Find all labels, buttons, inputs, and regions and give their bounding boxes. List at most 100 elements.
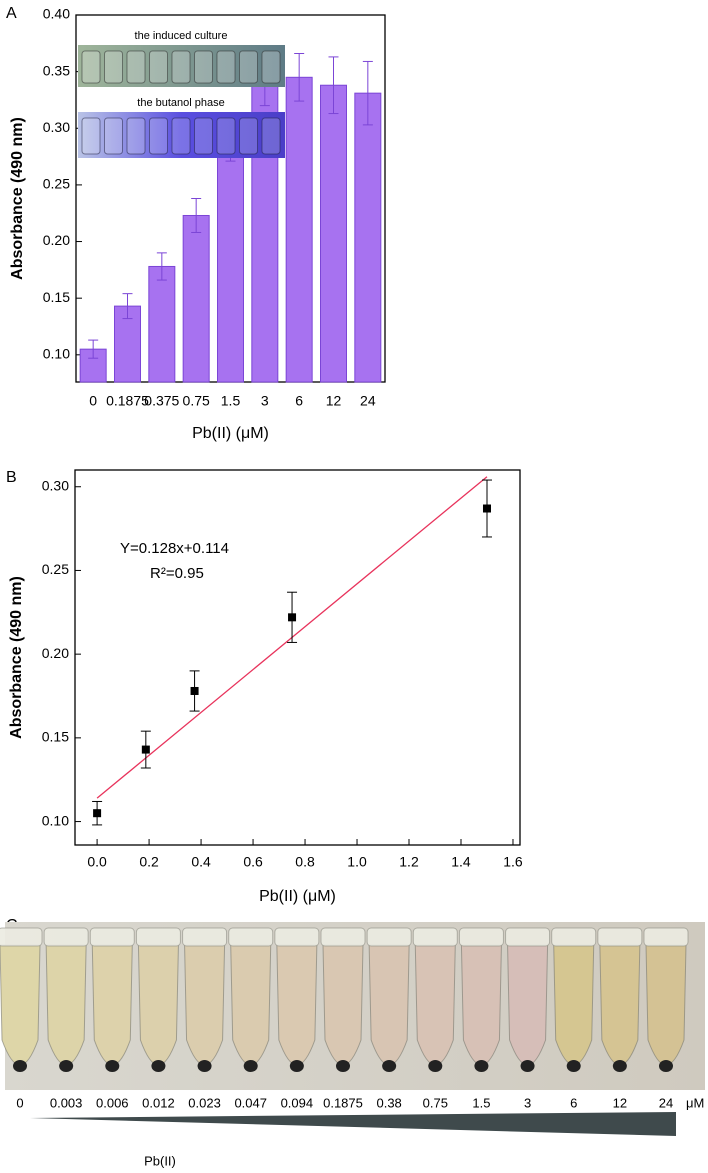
concentration-label: 0.047 <box>234 1095 267 1110</box>
inset-label: the induced culture <box>135 30 228 42</box>
vial <box>216 50 236 84</box>
concentration-label: 0.006 <box>96 1095 129 1110</box>
x-tick-label: 0.0 <box>87 854 107 870</box>
vial <box>171 117 191 155</box>
vial <box>104 50 123 84</box>
bar <box>182 214 210 383</box>
y-tick-label: 0.30 <box>43 119 70 135</box>
annotation: Y=0.128x+0.114 <box>120 540 229 557</box>
x-tick-label: 1.6 <box>503 854 523 870</box>
tube-cap <box>458 927 504 947</box>
tube <box>137 944 179 1066</box>
concentration-label: 1.5 <box>472 1095 490 1110</box>
concentration-label: 3 <box>524 1095 531 1110</box>
tube <box>368 944 410 1066</box>
bar <box>354 92 382 383</box>
tube-cap <box>320 927 366 947</box>
pellet <box>289 1060 304 1072</box>
x-tick-label: 0.8 <box>295 854 315 870</box>
pellet <box>612 1060 627 1072</box>
tube-cap <box>228 927 274 947</box>
x-tick-label: 0.75 <box>183 393 210 409</box>
tube-cap <box>135 927 181 947</box>
tube-cap <box>0 927 43 947</box>
vial <box>261 117 281 155</box>
y-tick-label: 0.10 <box>43 346 70 362</box>
tube <box>276 944 318 1066</box>
tube-cap <box>89 927 135 947</box>
y-tick-label: 0.30 <box>42 477 69 493</box>
vial <box>239 50 258 84</box>
concentration-label: 0.38 <box>376 1095 401 1110</box>
pellet <box>474 1060 489 1072</box>
pellet <box>382 1060 397 1072</box>
tube-cap <box>43 927 89 947</box>
vial <box>104 117 123 155</box>
concentration-label: 12 <box>613 1095 627 1110</box>
tube <box>45 944 87 1066</box>
x-axis-label: Pb(II) (μM) <box>192 425 269 442</box>
bar <box>320 84 347 383</box>
tube <box>599 944 641 1066</box>
concentration-label: 0.094 <box>281 1095 314 1110</box>
pellet <box>13 1060 27 1072</box>
vial <box>239 117 258 155</box>
concentration-label: 0.003 <box>50 1095 83 1110</box>
tube-cap <box>643 927 689 947</box>
inset-label: the butanol phase <box>137 97 224 109</box>
pellet <box>428 1060 443 1072</box>
x-tick-label: 1.0 <box>347 854 367 870</box>
concentration-label: 0.012 <box>142 1095 175 1110</box>
y-axis-label: Absorbance (490 nm) <box>9 117 26 280</box>
bar <box>217 141 244 383</box>
bar <box>148 265 176 383</box>
tube <box>91 944 133 1066</box>
tube-cap <box>182 927 228 947</box>
bar <box>285 76 313 383</box>
pellet <box>151 1060 166 1072</box>
x-tick-label: 0.2 <box>139 854 159 870</box>
vial <box>81 117 101 155</box>
vial <box>126 117 146 155</box>
tube <box>507 944 549 1066</box>
vial <box>149 117 168 155</box>
inset-photo <box>78 45 285 87</box>
pellet <box>520 1060 535 1072</box>
pellet <box>59 1060 74 1072</box>
tube <box>322 944 364 1066</box>
y-axis-label: Absorbance (490 nm) <box>8 576 25 739</box>
tube-cap <box>551 927 597 947</box>
vial <box>171 50 191 84</box>
pellet <box>659 1060 673 1072</box>
concentration-label: 6 <box>570 1095 577 1110</box>
vial <box>216 117 236 155</box>
pellet <box>105 1060 120 1072</box>
y-tick-label: 0.10 <box>42 812 69 828</box>
y-tick-label: 0.35 <box>43 62 70 78</box>
concentration-label: 0.023 <box>188 1095 221 1110</box>
panel-label: A <box>6 5 17 22</box>
plot-frame <box>74 469 521 846</box>
unit-label: μM <box>686 1095 704 1110</box>
y-tick-label: 0.25 <box>42 561 69 577</box>
x-tick-label: 0 <box>89 393 97 409</box>
concentration-label: 0.1875 <box>323 1095 363 1110</box>
vial <box>194 117 213 155</box>
tube-cap <box>366 927 412 947</box>
tube-cap <box>412 927 458 947</box>
x-tick-label: 0.6 <box>243 854 263 870</box>
concentration-label: 0 <box>16 1095 23 1110</box>
x-tick-label: 0.1875 <box>106 393 149 409</box>
vial <box>81 50 101 84</box>
point <box>190 686 199 695</box>
point <box>93 809 102 818</box>
gradient-label: Pb(II) <box>144 1153 176 1168</box>
x-tick-label: 0.375 <box>144 393 179 409</box>
tubes <box>0 927 689 1072</box>
gradient-wedge <box>30 1112 676 1136</box>
x-tick-label: 1.2 <box>399 854 419 870</box>
concentration-label: 0.75 <box>423 1095 448 1110</box>
annotation: R²=0.95 <box>150 565 204 582</box>
tube-cap <box>597 927 643 947</box>
concentration-label: 24 <box>659 1095 673 1110</box>
